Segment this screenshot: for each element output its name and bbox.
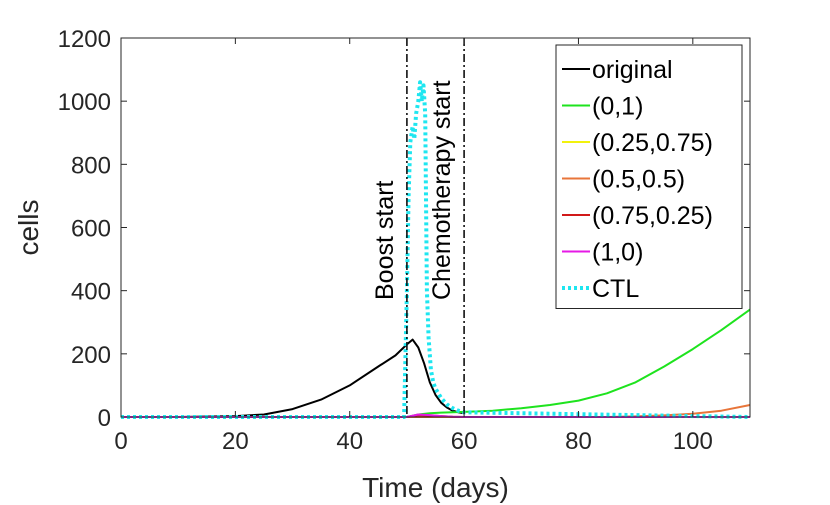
y-tick-label: 200 xyxy=(71,342,111,369)
series-line-0-1 xyxy=(406,308,751,418)
x-tick-label: 100 xyxy=(673,428,713,455)
legend-label: (0.75,0.25) xyxy=(592,202,713,230)
legend-label: (0.25,0.75) xyxy=(592,129,713,157)
y-tick-label: 600 xyxy=(71,216,111,243)
legend: original (0,1) (0.25,0.75) (0.5,0.5) (0.75,0… xyxy=(555,44,743,309)
x-tick-label: 60 xyxy=(451,428,478,455)
annotation-label-1: Chemotherapy start xyxy=(428,80,456,300)
series-line-ctl xyxy=(121,80,751,419)
y-axis-title: cells xyxy=(13,199,44,255)
series-line-original xyxy=(121,338,465,418)
y-tick-label: 1000 xyxy=(58,89,111,116)
y-tick-label: 800 xyxy=(71,152,111,179)
legend-label: (1,0) xyxy=(592,239,643,267)
axes: Boost start Chemotherapy start 0 20 40 60 80 10… xyxy=(13,26,751,503)
legend-label: (0.5,0.5) xyxy=(592,166,685,194)
legend-label: CTL xyxy=(592,275,639,303)
x-tick-label: 0 xyxy=(114,428,127,455)
x-axis-title: Time (days) xyxy=(362,472,509,503)
annotation-label-0: Boost start xyxy=(371,180,399,300)
x-tick-label: 80 xyxy=(565,428,592,455)
y-tick-label: 0 xyxy=(98,405,111,432)
legend-box xyxy=(555,44,743,309)
legend-label: original xyxy=(592,56,673,84)
y-tick-label: 400 xyxy=(71,279,111,306)
x-tick-label: 40 xyxy=(336,428,363,455)
legend-label: (0,1) xyxy=(592,93,643,121)
y-tick-label: 1200 xyxy=(58,26,111,53)
x-tick-label: 20 xyxy=(222,428,249,455)
